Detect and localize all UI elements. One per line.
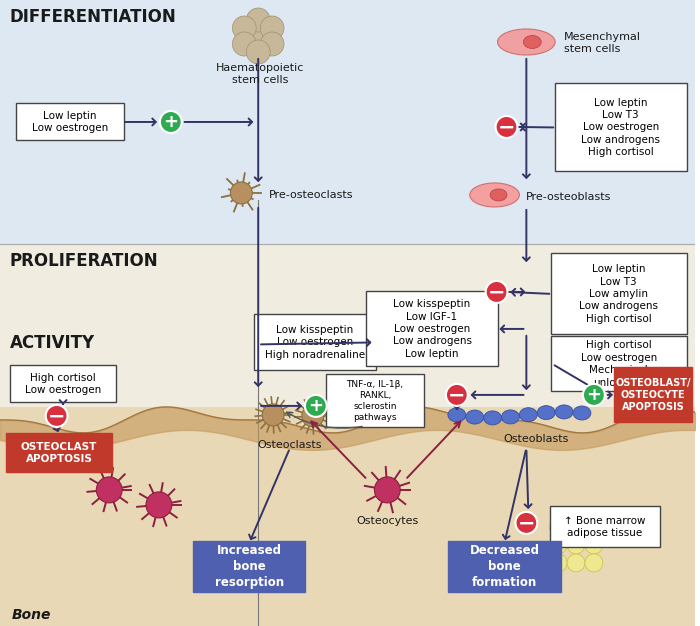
Circle shape	[246, 8, 270, 32]
Text: +: +	[587, 386, 601, 404]
Text: Decreased
bone
formation: Decreased bone formation	[470, 545, 540, 589]
Circle shape	[146, 492, 172, 518]
Circle shape	[585, 536, 603, 554]
Text: OSTEOBLAST/
OSTEOCYTE
APOPTOSIS: OSTEOBLAST/ OSTEOCYTE APOPTOSIS	[615, 377, 691, 413]
Text: Low leptin
Low T3
Low amylin
Low androgens
High cortisol: Low leptin Low T3 Low amylin Low androge…	[579, 264, 658, 324]
FancyBboxPatch shape	[551, 254, 687, 334]
FancyBboxPatch shape	[0, 0, 695, 244]
Circle shape	[550, 536, 567, 554]
Circle shape	[46, 405, 67, 427]
Text: Osteoblasts: Osteoblasts	[503, 434, 569, 444]
Text: −: −	[448, 386, 466, 406]
Circle shape	[97, 477, 122, 503]
Circle shape	[567, 554, 585, 572]
Text: +: +	[308, 398, 323, 416]
FancyBboxPatch shape	[614, 367, 692, 423]
Ellipse shape	[555, 405, 573, 419]
Text: Mesenchymal
stem cells: Mesenchymal stem cells	[564, 32, 641, 54]
Circle shape	[302, 405, 324, 427]
Text: ACTIVITY: ACTIVITY	[10, 334, 95, 352]
Circle shape	[496, 116, 517, 138]
FancyBboxPatch shape	[193, 541, 305, 592]
FancyBboxPatch shape	[0, 407, 695, 626]
Ellipse shape	[524, 36, 541, 48]
Text: Low kisspeptin
Low oestrogen
High noradrenaline: Low kisspeptin Low oestrogen High noradr…	[265, 325, 365, 360]
Text: TNF-α, IL-1β,
RANKL,
sclerostin
pathways: TNF-α, IL-1β, RANKL, sclerostin pathways	[346, 380, 403, 422]
FancyBboxPatch shape	[253, 314, 376, 371]
Text: Haematopoietic
stem cells: Haematopoietic stem cells	[216, 63, 304, 85]
Circle shape	[583, 384, 605, 406]
Text: Low leptin
Low oestrogen: Low leptin Low oestrogen	[32, 111, 108, 133]
Text: Osteocytes: Osteocytes	[356, 516, 419, 526]
Text: High cortisol
Low oestrogen: High cortisol Low oestrogen	[25, 372, 101, 395]
Text: +: +	[163, 113, 179, 131]
FancyBboxPatch shape	[554, 83, 687, 172]
Text: Low leptin
Low T3
Low oestrogen
Low androgens
High cortisol: Low leptin Low T3 Low oestrogen Low andr…	[581, 98, 660, 157]
Circle shape	[246, 24, 270, 48]
FancyBboxPatch shape	[16, 103, 124, 140]
Ellipse shape	[484, 411, 501, 425]
Circle shape	[585, 518, 603, 536]
Ellipse shape	[498, 29, 555, 55]
Circle shape	[374, 477, 400, 503]
Text: High cortisol
Low oestrogen
Mechanical
unloading: High cortisol Low oestrogen Mechanical u…	[580, 341, 657, 387]
Text: −: −	[488, 283, 505, 303]
Circle shape	[160, 111, 182, 133]
Circle shape	[230, 182, 252, 204]
FancyBboxPatch shape	[6, 433, 112, 473]
Circle shape	[260, 32, 284, 56]
Circle shape	[446, 384, 468, 406]
FancyBboxPatch shape	[326, 374, 424, 428]
Ellipse shape	[519, 408, 538, 422]
Circle shape	[550, 554, 567, 572]
Text: OSTEOCLAST
APOPTOSIS: OSTEOCLAST APOPTOSIS	[21, 442, 97, 464]
Text: Bone: Bone	[12, 608, 51, 622]
Ellipse shape	[448, 408, 466, 422]
Circle shape	[232, 16, 256, 40]
Circle shape	[262, 404, 284, 426]
Ellipse shape	[466, 410, 484, 424]
Ellipse shape	[573, 406, 591, 420]
Text: Pre-osteoclasts: Pre-osteoclasts	[269, 190, 354, 200]
Text: Pre-osteoblasts: Pre-osteoblasts	[526, 192, 612, 202]
Circle shape	[305, 395, 327, 417]
Ellipse shape	[501, 410, 519, 424]
Text: −: −	[498, 118, 515, 138]
Circle shape	[486, 281, 508, 303]
Text: −: −	[517, 514, 535, 534]
Text: −: −	[48, 407, 65, 427]
Ellipse shape	[490, 189, 507, 201]
Circle shape	[567, 536, 585, 554]
Ellipse shape	[470, 183, 519, 207]
Text: Increased
bone
resorption: Increased bone resorption	[215, 545, 284, 589]
Text: DIFFERENTIATION: DIFFERENTIATION	[10, 8, 176, 26]
Circle shape	[550, 518, 567, 536]
Circle shape	[232, 32, 256, 56]
Circle shape	[567, 518, 585, 536]
Circle shape	[515, 512, 538, 534]
FancyBboxPatch shape	[551, 336, 687, 391]
FancyBboxPatch shape	[0, 244, 695, 626]
Text: PROLIFERATION: PROLIFERATION	[10, 252, 159, 270]
Circle shape	[585, 554, 603, 572]
FancyBboxPatch shape	[550, 506, 660, 547]
FancyBboxPatch shape	[449, 541, 561, 592]
Circle shape	[260, 16, 284, 40]
Text: ↑ Bone marrow
adipose tissue: ↑ Bone marrow adipose tissue	[564, 516, 645, 538]
Ellipse shape	[538, 406, 555, 419]
Text: Osteoclasts: Osteoclasts	[258, 440, 322, 450]
Circle shape	[246, 40, 270, 64]
FancyBboxPatch shape	[10, 366, 116, 403]
FancyBboxPatch shape	[366, 292, 498, 366]
Text: Low kisspeptin
Low IGF-1
Low oestrogen
Low androgens
Low leptin: Low kisspeptin Low IGF-1 Low oestrogen L…	[393, 299, 472, 359]
